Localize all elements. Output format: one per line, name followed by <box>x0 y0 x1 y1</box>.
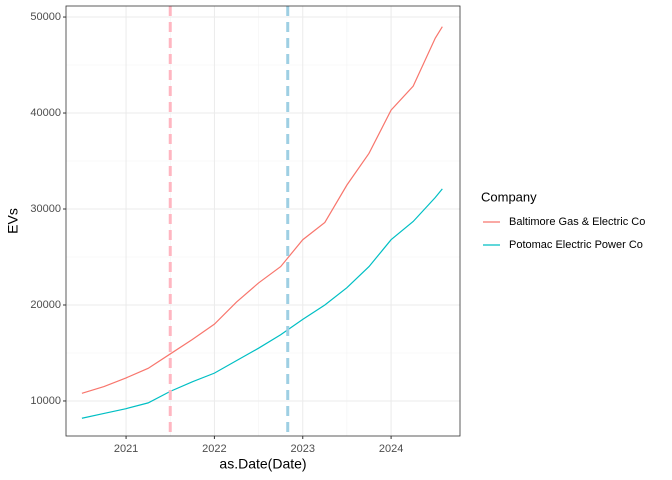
panel-border <box>65 5 461 437</box>
legend-text: Baltimore Gas & Electric Co <box>509 216 645 228</box>
x-tick-label: 2023 <box>291 443 315 455</box>
x-tick-label: 2021 <box>114 443 138 455</box>
y-tick-label: 50000 <box>30 11 61 23</box>
x-tick-label: 2022 <box>202 443 226 455</box>
y-tick-label: 10000 <box>30 395 61 407</box>
series-line <box>81 188 443 419</box>
legend-text: Potomac Electric Power Co <box>509 239 643 251</box>
y-tick-label: 20000 <box>30 299 61 311</box>
y-axis-title: EVs <box>5 208 21 234</box>
x-axis-title: as.Date(Date) <box>219 456 306 472</box>
legend-title: Company <box>481 189 537 204</box>
y-tick-label: 40000 <box>30 107 61 119</box>
y-tick-label: 30000 <box>30 203 61 215</box>
series-line <box>81 26 443 394</box>
x-tick-label: 2024 <box>379 443 403 455</box>
